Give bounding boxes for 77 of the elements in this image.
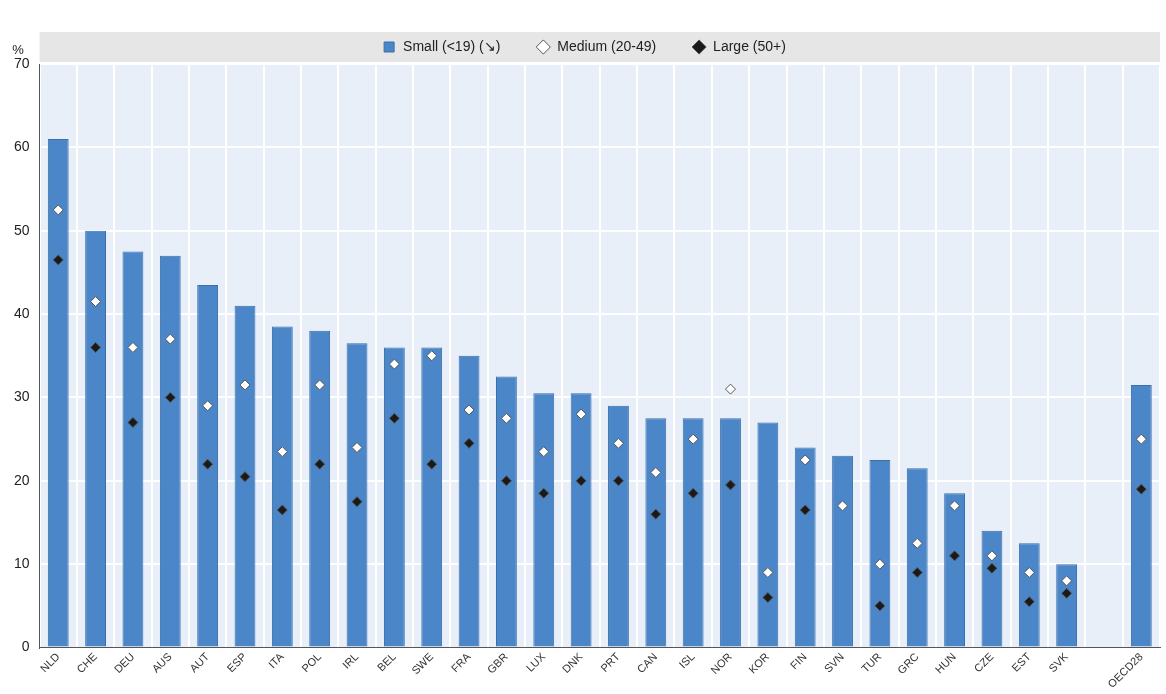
point: [1135, 483, 1147, 495]
x-tick-label: FRA: [448, 649, 474, 675]
point: [612, 475, 624, 487]
point: [127, 341, 139, 353]
point: [612, 437, 624, 449]
point: [762, 567, 774, 579]
y-tick-label: 70: [13, 54, 30, 71]
point: [725, 479, 736, 491]
point: [351, 496, 363, 508]
point: [351, 441, 363, 453]
y-tick-label: 20: [13, 471, 30, 488]
point: [426, 458, 438, 470]
y-tick-label: 30: [13, 388, 30, 405]
point: [687, 487, 699, 499]
point: [949, 500, 961, 512]
point: [463, 437, 475, 449]
point: [164, 333, 176, 345]
point: [1023, 596, 1035, 608]
point: [388, 358, 400, 370]
x-tick-label: IRL: [339, 650, 361, 671]
legend-label: Small (<19) (↘): [403, 37, 501, 54]
x-tick-label: ITA: [265, 649, 287, 671]
x-tick-label: POL: [299, 650, 324, 675]
point: [575, 408, 587, 420]
x-tick-label: FIN: [787, 650, 809, 672]
point: [575, 475, 587, 487]
point: [837, 500, 849, 512]
point: [426, 350, 438, 362]
point: [538, 487, 550, 499]
legend-label: Large (50+): [713, 37, 786, 54]
point: [986, 550, 998, 562]
point: [762, 592, 774, 604]
point: [874, 600, 886, 612]
y-tick-label: 0: [21, 638, 30, 655]
point: [52, 254, 64, 266]
point: [874, 558, 886, 570]
point: [799, 454, 811, 466]
point: [687, 433, 699, 445]
point: [90, 296, 102, 308]
point: [650, 466, 662, 478]
point: [1061, 575, 1073, 587]
y-tick-label: 10: [13, 555, 30, 572]
x-tick-label: ISL: [676, 650, 697, 671]
y-axis-title: %: [12, 41, 25, 57]
point: [276, 504, 288, 516]
point: [276, 446, 288, 458]
point: [911, 567, 923, 579]
y-tick-label: 40: [13, 304, 30, 321]
point: [52, 204, 64, 216]
point: [500, 412, 512, 424]
point: [538, 446, 550, 458]
point: [463, 404, 475, 416]
point: [202, 458, 214, 470]
point: [90, 341, 102, 353]
point: [1135, 433, 1147, 445]
point: [127, 416, 139, 428]
point: [1061, 587, 1073, 599]
y-tick-label: 50: [13, 221, 30, 238]
legend-label: Medium (20-49): [557, 37, 657, 54]
point: [500, 475, 512, 487]
point: [911, 537, 923, 549]
point: [650, 508, 662, 520]
point: [949, 550, 961, 562]
point: [239, 379, 251, 391]
point: [164, 391, 176, 403]
x-tick-label: TUR: [858, 650, 884, 675]
x-tick-label: BEL: [374, 650, 398, 674]
point: [986, 562, 998, 574]
y-tick-label: 60: [13, 138, 30, 155]
point: [1023, 567, 1035, 579]
point: [239, 471, 251, 483]
point: [725, 383, 736, 395]
point: [314, 458, 326, 470]
point: [314, 379, 326, 391]
point: [388, 412, 400, 424]
point: [799, 504, 811, 516]
point: [202, 400, 214, 412]
